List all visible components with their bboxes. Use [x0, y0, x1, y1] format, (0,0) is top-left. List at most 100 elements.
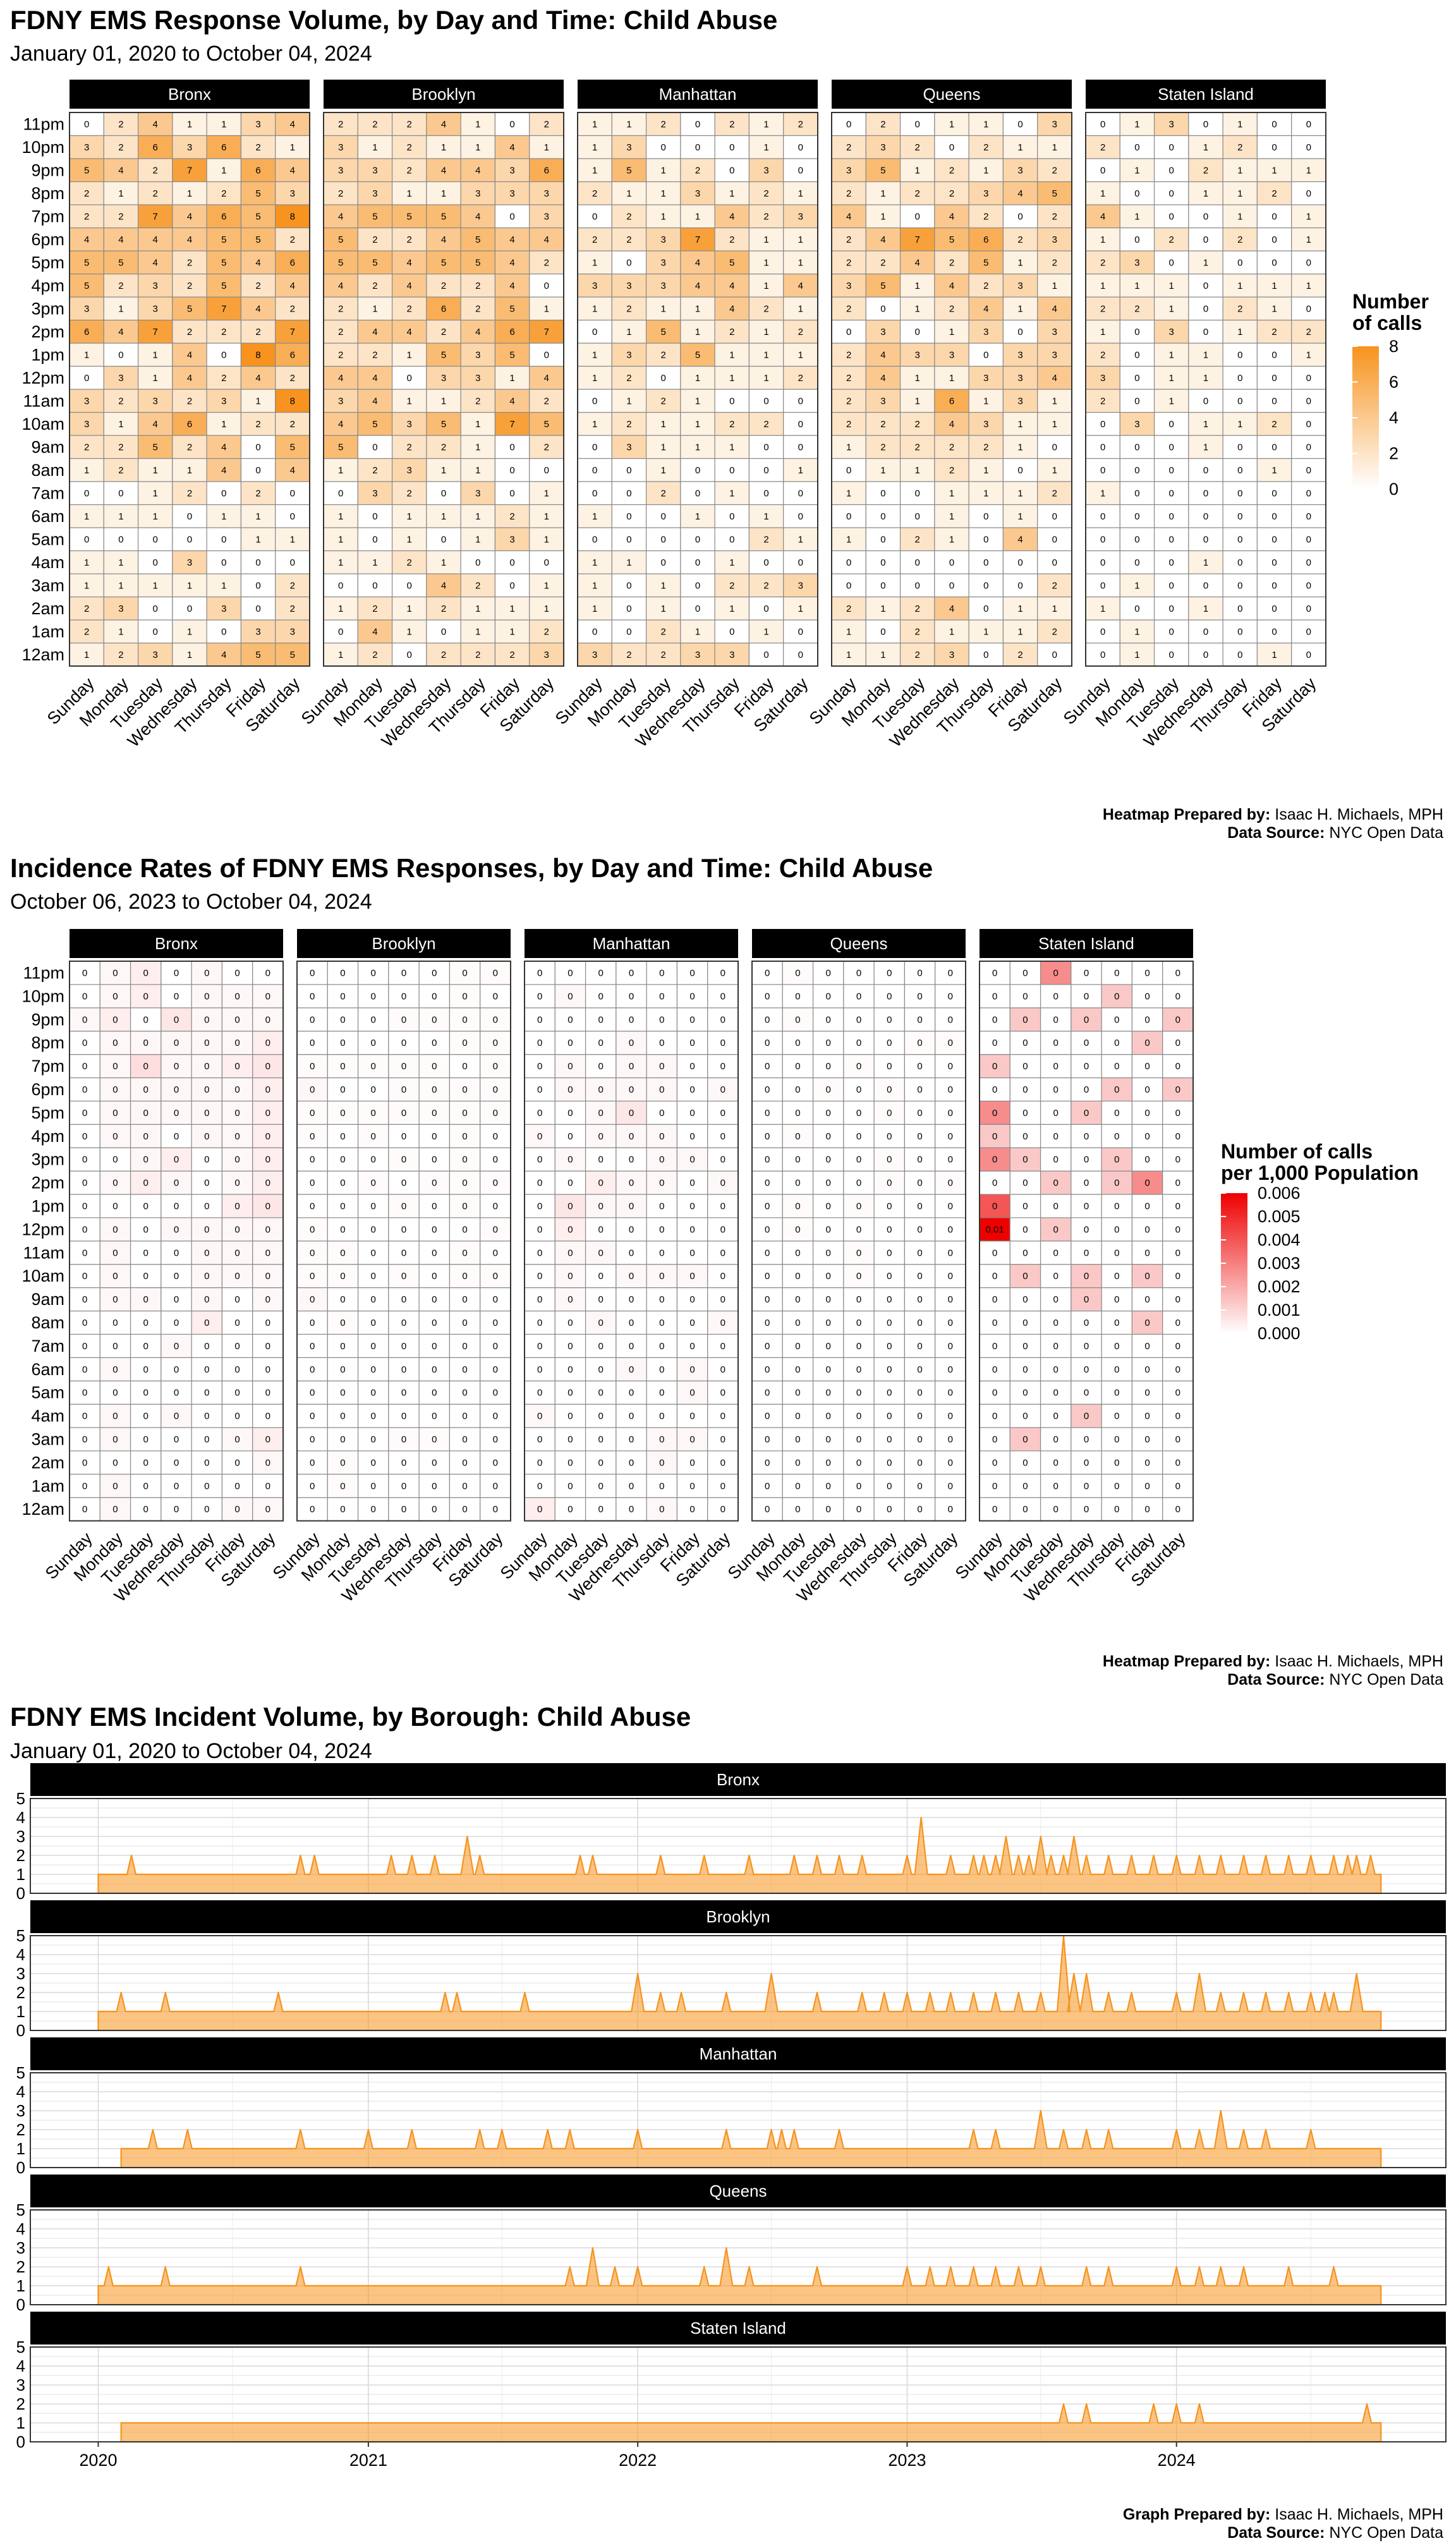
- cell-value-label: 1: [187, 188, 192, 199]
- cell-value-label: 0: [493, 1224, 498, 1235]
- heatmap-cell: [577, 250, 612, 275]
- cell-value-label: 0: [763, 442, 768, 452]
- heatmap-cell: [206, 550, 242, 574]
- cell-value-label: 0: [1100, 119, 1105, 130]
- cell-value-label: 0: [629, 1481, 634, 1491]
- cell-value-label: 2: [338, 327, 343, 337]
- heatmap-cell: [899, 642, 935, 667]
- cell-value-label: 0: [441, 534, 446, 545]
- cell-value-label: 0: [112, 1038, 118, 1048]
- cell-value-label: 0: [371, 1038, 376, 1048]
- heatmap-cell: [388, 1310, 420, 1335]
- cell-value-label: 6: [221, 211, 226, 222]
- cell-value-label: 2: [1134, 303, 1139, 314]
- cell-value-label: 0: [371, 1504, 376, 1515]
- heatmap-cell: [748, 365, 784, 390]
- cell-value-label: 0: [1022, 1434, 1028, 1445]
- heatmap-cell: [1085, 273, 1120, 298]
- cell-value-label: 1: [798, 349, 803, 360]
- cell-value-label: 0: [689, 1364, 695, 1375]
- cell-value-label: 0: [729, 165, 734, 176]
- cell-value-label: 0: [983, 534, 988, 545]
- heatmap-cell: [904, 1427, 936, 1452]
- cell-value-label: 0: [765, 1481, 770, 1491]
- heatmap-cell: [191, 1124, 223, 1148]
- heatmap-cell: [1222, 227, 1258, 252]
- cell-value-label: 0: [401, 1131, 406, 1142]
- cell-value-label: 1: [1134, 650, 1139, 660]
- cell-value-label: 2: [846, 257, 851, 268]
- cell-value-label: 0: [1169, 465, 1174, 476]
- cell-value-label: 0: [856, 1457, 861, 1468]
- heatmap-cell: [843, 1100, 875, 1125]
- cell-value-label: 6: [255, 165, 260, 176]
- cell-value-label: 0: [143, 1411, 149, 1422]
- heatmap-cell: [418, 1380, 451, 1405]
- cell-value-label: 0: [1175, 1457, 1180, 1468]
- cell-value-label: 0: [695, 604, 700, 614]
- heatmap-cell: [680, 204, 715, 229]
- cell-value-label: 1: [949, 373, 954, 384]
- heatmap-cell: [554, 1287, 586, 1312]
- cell-value-label: 0: [537, 1178, 542, 1189]
- cell-value-label: 0: [720, 1271, 725, 1282]
- cell-value-label: 0: [1053, 1457, 1059, 1468]
- heatmap-cell: [206, 319, 242, 344]
- cell-value-label: 0: [826, 1038, 831, 1048]
- cell-value-label: 0: [992, 1247, 997, 1258]
- cell-value-label: 3: [475, 373, 480, 384]
- heatmap-cell: [388, 1241, 420, 1265]
- cell-value-label: 0: [432, 1178, 437, 1189]
- heatmap-cell: [873, 1170, 906, 1195]
- heatmap-cell: [391, 250, 427, 275]
- cell-value-label: 1: [84, 511, 89, 522]
- cell-value-label: 0: [143, 1131, 149, 1142]
- cell-value-label: 0: [689, 1201, 695, 1211]
- cell-value-label: 0: [1306, 396, 1311, 406]
- cell-value-label: 0: [1022, 1108, 1028, 1119]
- heatmap-cell: [899, 181, 935, 205]
- cell-value-label: 1: [1203, 442, 1208, 452]
- heatmap-cell: [221, 1241, 253, 1265]
- cell-value-label: 0: [310, 1434, 315, 1445]
- heatmap-cell: [646, 961, 678, 985]
- cell-value-label: 0: [1237, 349, 1242, 360]
- cell-value-label: 0: [1175, 968, 1180, 978]
- cell-value-label: 0: [537, 1411, 542, 1422]
- cell-value-label: 5: [372, 257, 377, 268]
- cell-value-label: 2: [846, 349, 851, 360]
- cell-value-label: 1: [475, 626, 480, 637]
- cell-value-label: 0: [1169, 488, 1174, 499]
- cell-value-label: 0: [493, 1155, 498, 1165]
- heatmap-cell: [577, 504, 612, 528]
- cell-value-label: 0: [948, 1294, 953, 1305]
- heatmap-cell: [646, 1124, 678, 1148]
- heatmap-cell: [460, 504, 496, 528]
- cell-value-label: 0: [1175, 1224, 1180, 1235]
- cell-value-label: 0: [887, 1084, 892, 1095]
- heatmap-cell: [873, 1054, 906, 1079]
- cell-value-label: 0: [204, 991, 209, 1002]
- heatmap-cell: [529, 481, 564, 506]
- cell-value-label: 0: [537, 1318, 542, 1328]
- cell-value-label: 0: [629, 1504, 634, 1515]
- cell-value-label: 0: [598, 1411, 604, 1422]
- cell-value-label: 0: [143, 1364, 149, 1375]
- cell-value-label: 2: [187, 257, 192, 268]
- heatmap-cell: [172, 319, 207, 344]
- y-tick-label: 4: [16, 2082, 25, 2101]
- heatmap-cell: [865, 596, 901, 621]
- cell-value-label: 0: [143, 1108, 149, 1119]
- heatmap-cell: [191, 1497, 223, 1522]
- cell-value-label: 2: [1100, 349, 1105, 360]
- cell-value-label: 3: [661, 281, 666, 291]
- cell-value-label: 0: [983, 604, 988, 614]
- heatmap-cell: [783, 227, 818, 252]
- heatmap-cell: [172, 204, 207, 229]
- cell-value-label: 1: [1017, 626, 1022, 637]
- cell-value-label: 0: [765, 1224, 770, 1235]
- cell-value-label: 0: [234, 1201, 240, 1211]
